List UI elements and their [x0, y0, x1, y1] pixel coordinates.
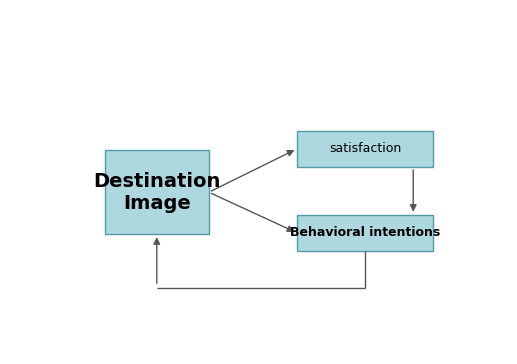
FancyBboxPatch shape	[104, 150, 209, 234]
Text: Behavioral intentions: Behavioral intentions	[290, 226, 440, 240]
FancyBboxPatch shape	[297, 215, 433, 251]
Text: satisfaction: satisfaction	[329, 142, 401, 155]
FancyBboxPatch shape	[297, 131, 433, 167]
Text: Destination
Image: Destination Image	[93, 172, 220, 213]
